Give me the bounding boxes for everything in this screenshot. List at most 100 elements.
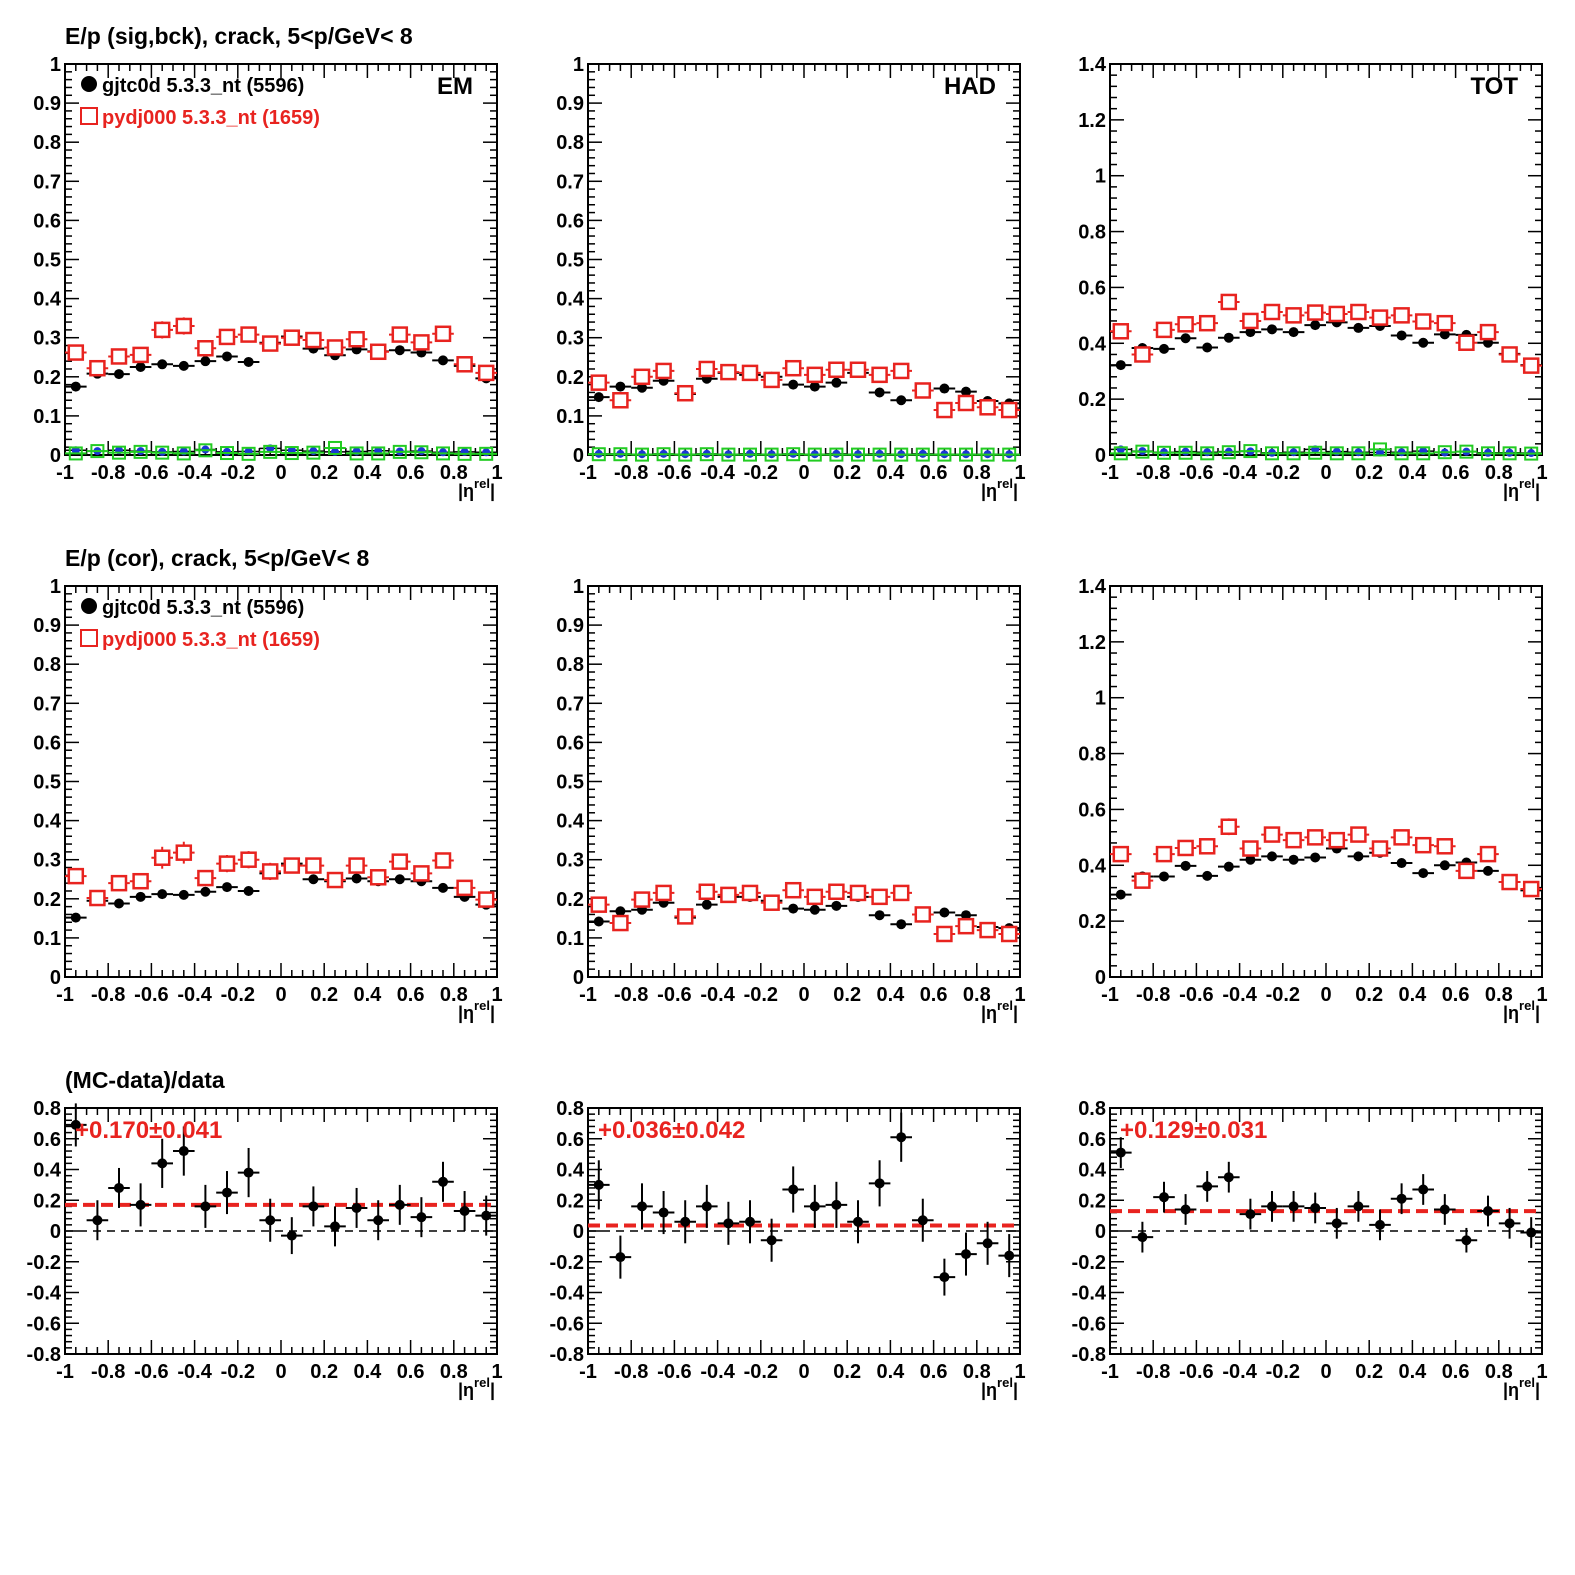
point-marker xyxy=(853,1216,863,1227)
data-point xyxy=(912,906,934,923)
point-marker xyxy=(67,867,85,885)
x-tick-label: -0.4 xyxy=(1222,462,1257,484)
x-tick-label: -0.4 xyxy=(700,462,735,484)
data-point xyxy=(717,363,740,381)
y-tick-label: 0.8 xyxy=(556,1098,584,1120)
point-marker xyxy=(1397,448,1406,457)
data-point xyxy=(432,882,454,893)
y-tick-label: 0.1 xyxy=(556,406,584,428)
x-tick-label: 0 xyxy=(798,1361,809,1383)
data-point xyxy=(108,898,130,909)
point-marker xyxy=(982,1238,993,1249)
point-marker xyxy=(1459,444,1474,459)
data-point xyxy=(1174,316,1197,333)
x-axis: -1 -0.8 -0.6 -0.4 -0.2 0 0.2 0.4 0.6 0.8 1|ηrel| xyxy=(56,1108,503,1400)
y-tick-label: -0.2 xyxy=(27,1252,61,1274)
y-tick-label: 0 xyxy=(573,445,584,467)
data-point xyxy=(631,382,653,393)
data-point xyxy=(1239,312,1262,330)
data-point xyxy=(825,883,848,901)
point-marker xyxy=(615,1252,626,1263)
point-marker xyxy=(721,447,736,462)
point-marker xyxy=(784,359,802,377)
data-point xyxy=(955,910,977,921)
point-marker xyxy=(1524,446,1539,461)
point-marker xyxy=(1328,831,1346,849)
x-tick-label: 0.8 xyxy=(963,462,991,484)
point-marker xyxy=(348,857,365,874)
series-2 xyxy=(65,317,497,382)
data-point xyxy=(216,855,238,873)
data-point xyxy=(609,381,632,392)
y-tick-label: 0.2 xyxy=(1078,911,1106,933)
point-marker xyxy=(701,1201,712,1212)
data-point xyxy=(760,1218,783,1262)
point-marker xyxy=(699,447,714,462)
point-marker xyxy=(980,447,995,462)
point-marker xyxy=(1220,293,1238,311)
y-tick-label: 0 xyxy=(573,1221,584,1243)
point-marker xyxy=(1202,1181,1213,1192)
x-tick-label: 1 xyxy=(1536,1361,1547,1383)
data-point xyxy=(674,1200,696,1244)
data-point xyxy=(302,857,325,874)
data-point xyxy=(410,1197,433,1238)
point-marker xyxy=(896,395,907,406)
point-marker xyxy=(243,885,254,896)
point-marker xyxy=(222,351,232,362)
data-point xyxy=(760,894,783,911)
x-tick-label: -0.2 xyxy=(744,462,778,484)
point-marker xyxy=(1289,448,1298,457)
data-point xyxy=(1455,862,1478,880)
y-tick-label: 1 xyxy=(1095,688,1106,710)
x-axis: -1 -0.8 -0.6 -0.4 -0.2 0 0.2 0.4 0.6 0.8 1|ηrel| xyxy=(579,64,1026,501)
x-tick-label: 0.4 xyxy=(353,984,382,1006)
point-marker xyxy=(1223,1172,1234,1183)
point-marker xyxy=(222,882,232,893)
point-marker xyxy=(1393,307,1410,324)
data-point xyxy=(1261,826,1283,843)
point-marker xyxy=(1458,862,1475,880)
x-tick-label: 0 xyxy=(798,462,809,484)
x-tick-label: -0.2 xyxy=(1266,1361,1300,1383)
data-point xyxy=(609,447,632,462)
point-marker xyxy=(1159,1192,1169,1203)
point-marker xyxy=(1223,861,1234,872)
data-point xyxy=(674,384,696,402)
y-tick-label: 0.7 xyxy=(556,693,584,715)
point-marker xyxy=(1223,332,1234,343)
data-point xyxy=(739,1200,761,1244)
point-marker xyxy=(615,381,626,392)
point-marker xyxy=(283,857,301,874)
point-marker xyxy=(612,392,629,409)
point-marker xyxy=(309,447,318,456)
data-point xyxy=(324,871,346,889)
point-marker xyxy=(371,446,386,461)
data-point xyxy=(1196,314,1218,332)
point-marker xyxy=(1113,446,1128,461)
data-point xyxy=(696,883,718,901)
data-point xyxy=(1218,818,1240,836)
panel-6: -1 -0.8 -0.6 -0.4 -0.2 0 0.2 0.4 0.6 0.8 1|ηrel|00… xyxy=(1078,576,1547,1023)
data-point xyxy=(194,443,217,458)
x-axis-label: |ηrel| xyxy=(1503,1375,1540,1400)
data-point xyxy=(868,447,891,462)
data-point xyxy=(1261,851,1283,862)
x-tick-label: 0.2 xyxy=(310,1361,338,1383)
point-marker xyxy=(1310,852,1321,863)
y-tick-label: 0.4 xyxy=(1078,1160,1107,1182)
point-marker xyxy=(1483,1206,1493,1217)
point-marker xyxy=(1112,845,1130,863)
point-marker xyxy=(438,355,448,366)
data-point xyxy=(1110,446,1132,461)
data-point xyxy=(804,904,826,915)
point-marker xyxy=(135,1199,146,1210)
y-tick-label: 0.8 xyxy=(33,654,61,676)
y-tick-label: 0 xyxy=(573,967,584,989)
data-point xyxy=(1174,1194,1197,1225)
series-2 xyxy=(1110,293,1542,374)
point-marker xyxy=(1288,1201,1299,1212)
point-marker xyxy=(892,884,910,902)
data-point xyxy=(825,1181,848,1228)
point-marker xyxy=(896,1132,907,1143)
